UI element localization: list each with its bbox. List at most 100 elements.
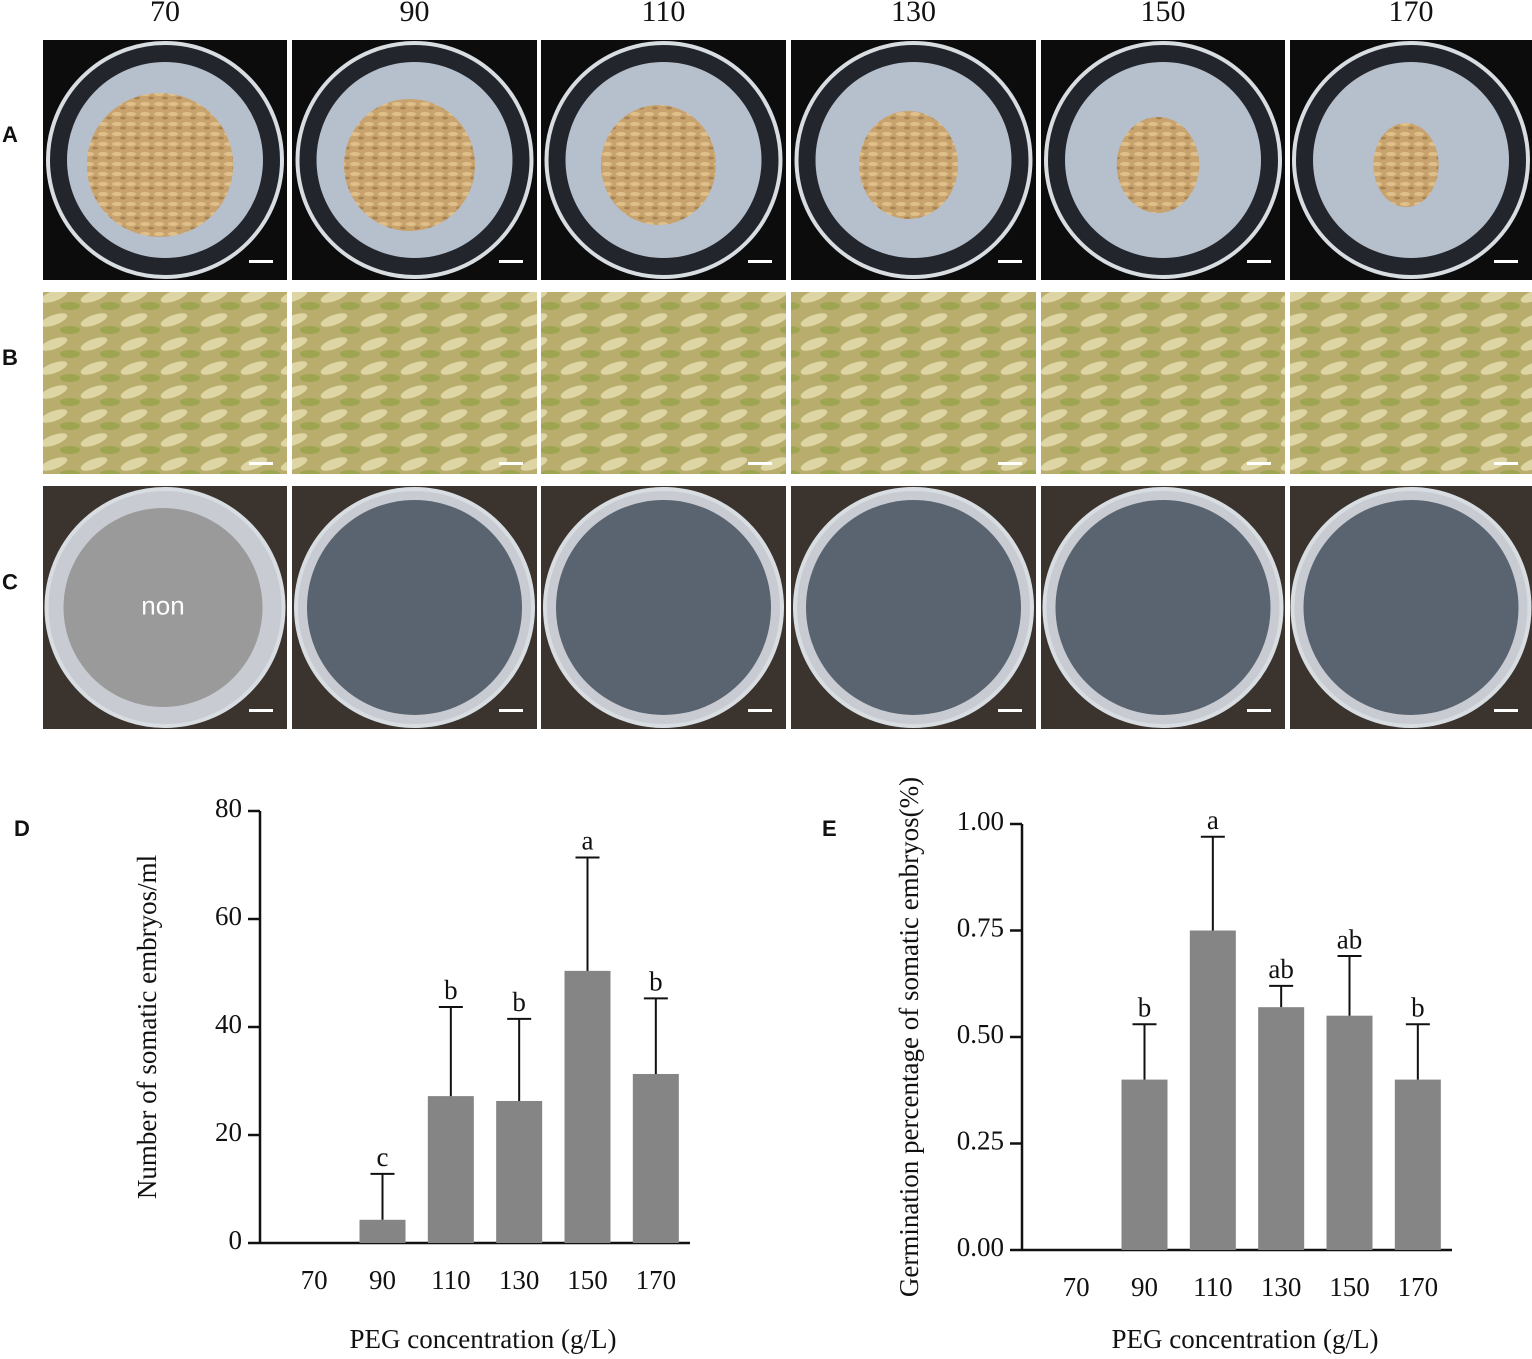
x-tick-label: 110 [1193, 1272, 1233, 1302]
embryo-photo [791, 292, 1036, 474]
embryo-mass [601, 105, 716, 225]
y-tick-label: 80 [215, 793, 242, 823]
y-tick-label: 0.25 [957, 1126, 1004, 1156]
charts: D 0 20 40 60 80 Number of somatic embryos/ml PE… [14, 777, 1452, 1354]
scale-bar [1494, 462, 1518, 465]
bar [427, 1096, 474, 1243]
y-tick-label: 0 [229, 1225, 243, 1255]
plate-inner [1055, 500, 1271, 715]
embryo-photo [541, 292, 786, 474]
bar [1121, 1079, 1168, 1250]
scale-bar [748, 462, 772, 465]
error-bar [370, 1172, 395, 1220]
x-tick-label: 110 [431, 1265, 471, 1295]
scale-bar [1247, 462, 1271, 465]
y-axis-title: Germination percentage of somatic embryo… [894, 777, 924, 1297]
y-tick-label: 0.75 [957, 913, 1004, 943]
y-axis-title: Number of somatic embryos/ml [132, 855, 162, 1199]
bar [496, 1100, 543, 1243]
column-label: 170 [1389, 0, 1434, 28]
significance-letter: ab [1268, 954, 1293, 984]
scale-bar [1247, 709, 1271, 712]
y-tick-label: 1.00 [957, 806, 1004, 836]
x-tick-label: 130 [1261, 1272, 1302, 1302]
x-tick-label: 130 [499, 1265, 540, 1295]
bar [632, 1073, 679, 1243]
panel-label: D [14, 816, 30, 841]
scale-bar [998, 462, 1022, 465]
significance-letter: b [1411, 992, 1425, 1022]
bar [359, 1219, 406, 1243]
error-bar [575, 856, 600, 971]
x-tick-label: 90 [369, 1265, 396, 1295]
x-tick-label: 170 [636, 1265, 677, 1295]
embryo-photo [1290, 292, 1532, 474]
significance-letter: b [512, 987, 526, 1017]
significance-letter: a [1207, 805, 1219, 835]
embryo-photo [292, 292, 537, 474]
significance-letter: b [649, 967, 663, 997]
scale-bar [499, 709, 523, 712]
y-tick-label: 20 [215, 1117, 242, 1147]
column-label: 130 [891, 0, 936, 28]
scale-bar [249, 709, 273, 712]
embryo-mass [1373, 123, 1439, 207]
scale-bar [998, 709, 1022, 712]
plate-inner [1303, 500, 1519, 715]
significance-letter: b [444, 975, 458, 1005]
plate-inner [307, 500, 522, 715]
embryo-mass [86, 93, 234, 237]
scale-bar [748, 709, 772, 712]
error-bar [1200, 835, 1225, 931]
error-bar [1337, 955, 1362, 1016]
scale-bar [748, 260, 772, 263]
x-tick-label: 70 [301, 1265, 328, 1295]
plate-note: non [141, 590, 184, 620]
y-tick-label: 0.50 [957, 1019, 1004, 1049]
error-bar [1269, 984, 1294, 1008]
scale-bar [1247, 260, 1271, 263]
error-bar [1132, 1023, 1157, 1080]
photo-grid: 70 non 90 110 130 150 170 A B C [2, 0, 1532, 729]
error-bar [438, 1006, 463, 1097]
column-label: 90 [400, 0, 430, 28]
x-tick-label: 150 [1329, 1272, 1370, 1302]
plate-inner [63, 508, 263, 707]
column-label: 70 [150, 0, 180, 28]
scale-bar [998, 260, 1022, 263]
x-tick-label: 170 [1398, 1272, 1439, 1302]
error-bar [1405, 1023, 1430, 1080]
x-axis-title: PEG concentration (g/L) [350, 1324, 617, 1354]
y-tick-label: 60 [215, 901, 242, 931]
plate-inner [806, 500, 1021, 715]
bar [1394, 1079, 1441, 1250]
column-label: 150 [1141, 0, 1186, 28]
scale-bar [1494, 709, 1518, 712]
column-label: 110 [642, 0, 686, 28]
scale-bar [249, 462, 273, 465]
scale-bar [499, 462, 523, 465]
row-label: A [2, 122, 18, 147]
error-bar [643, 997, 668, 1074]
scale-bar [499, 260, 523, 263]
bar [1258, 1007, 1305, 1250]
x-tick-label: 150 [567, 1265, 608, 1295]
panel-label: E [822, 816, 837, 841]
scale-bar [1494, 260, 1518, 263]
row-label: C [2, 569, 18, 594]
significance-letter: a [582, 826, 594, 856]
embryo-photo [43, 292, 287, 474]
significance-letter: b [1138, 992, 1152, 1022]
x-tick-label: 70 [1063, 1272, 1090, 1302]
embryo-mass [344, 99, 475, 231]
embryo-photo [1041, 292, 1285, 474]
error-bar [507, 1017, 532, 1101]
embryo-mass [1116, 117, 1200, 213]
bar [564, 970, 611, 1243]
y-tick-label: 0.00 [957, 1232, 1004, 1262]
plate-inner [556, 500, 771, 715]
y-tick-label: 40 [215, 1009, 242, 1039]
significance-letter: c [377, 1142, 389, 1172]
scale-bar [249, 260, 273, 263]
